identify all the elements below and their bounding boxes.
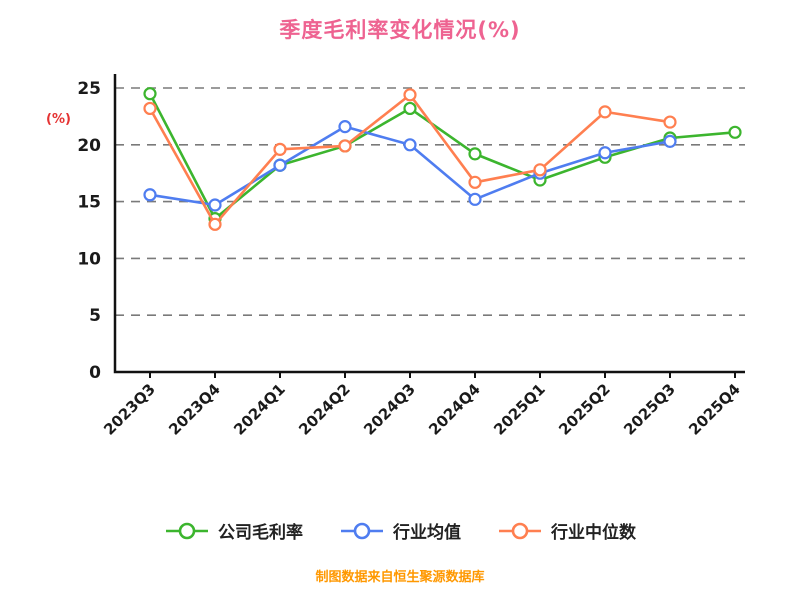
data-point bbox=[468, 147, 482, 161]
x-tick-label: 2024Q1 bbox=[230, 380, 289, 439]
legend-label: 行业中位数 bbox=[551, 523, 636, 543]
chart-title: 季度毛利率变化情况(%) bbox=[279, 18, 521, 42]
legend: 公司毛利率 行业均值 行业中位数 bbox=[0, 518, 800, 543]
data-point bbox=[403, 88, 417, 102]
x-tick-label: 2023Q4 bbox=[165, 380, 224, 439]
x-tick-label: 2024Q3 bbox=[360, 380, 419, 439]
data-point bbox=[273, 142, 287, 156]
y-axis-label: (%) bbox=[46, 112, 71, 127]
data-point bbox=[338, 120, 352, 134]
data-point bbox=[663, 115, 677, 129]
axis bbox=[113, 74, 745, 374]
x-tick-label: 2024Q2 bbox=[295, 380, 354, 439]
legend-marker-icon bbox=[341, 522, 383, 539]
x-tick-label: 2025Q1 bbox=[490, 380, 549, 439]
x-tick-label: 2025Q3 bbox=[620, 380, 679, 439]
data-point bbox=[143, 87, 157, 101]
data-point bbox=[663, 134, 677, 148]
data-point bbox=[468, 192, 482, 206]
legend-label: 公司毛利率 bbox=[218, 523, 303, 543]
data-point bbox=[273, 158, 287, 172]
x-tick-label: 2025Q4 bbox=[685, 380, 744, 439]
x-tick-label: 2025Q2 bbox=[555, 380, 614, 439]
data-point bbox=[728, 125, 742, 139]
data-point bbox=[533, 163, 547, 177]
data-source-note: 制图数据来自恒生聚源数据库 bbox=[315, 570, 485, 585]
legend-item-2[interactable]: 行业中位数 bbox=[497, 518, 636, 543]
legend-item-0[interactable]: 公司毛利率 bbox=[164, 518, 303, 543]
y-tick-label: 25 bbox=[77, 79, 101, 99]
data-point bbox=[143, 101, 157, 116]
data-point bbox=[403, 138, 417, 152]
y-tick-label: 5 bbox=[89, 306, 101, 326]
y-tick-label: 0 bbox=[89, 363, 101, 383]
legend-item-1[interactable]: 行业均值 bbox=[339, 518, 461, 543]
y-tick-label: 20 bbox=[77, 136, 101, 156]
data-point bbox=[403, 101, 417, 116]
legend-marker-icon bbox=[166, 522, 208, 539]
legend-label: 行业均值 bbox=[393, 523, 461, 543]
data-point bbox=[598, 146, 612, 160]
data-point bbox=[598, 105, 612, 119]
data-point bbox=[468, 175, 482, 189]
x-tick-label: 2024Q4 bbox=[425, 380, 484, 439]
line-chart: 0 5 10 15 20 25 2023Q3 2023Q4 2024Q1 2024Q2 2024Q3… bbox=[77, 74, 745, 439]
data-point bbox=[338, 139, 352, 153]
y-tick-label: 10 bbox=[77, 249, 101, 269]
y-tick-label: 15 bbox=[77, 193, 101, 213]
data-point bbox=[208, 198, 222, 212]
legend-marker-icon bbox=[499, 522, 541, 539]
x-tick-label: 2023Q3 bbox=[100, 380, 159, 439]
data-point bbox=[208, 217, 222, 231]
data-point bbox=[143, 188, 157, 202]
